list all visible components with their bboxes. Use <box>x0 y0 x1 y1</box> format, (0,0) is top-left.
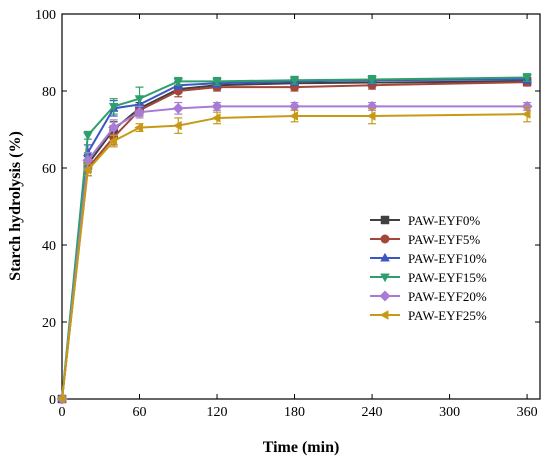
y-tick-label: 40 <box>42 239 56 254</box>
data-point <box>172 120 182 131</box>
x-tick-label: 240 <box>362 405 383 420</box>
legend: PAW-EYF0% PAW-EYF5% PAW-EYF10% PAW-EYF15% PA… <box>370 213 487 323</box>
x-tick-label: 0 <box>59 405 66 420</box>
legend-swatch-marker <box>380 234 390 244</box>
legend-item: PAW-EYF20% <box>370 289 487 304</box>
legend-swatch-marker <box>379 310 389 320</box>
data-point <box>134 95 145 105</box>
data-point <box>366 111 376 121</box>
data-point <box>289 76 300 86</box>
legend-swatch-marker <box>380 252 390 262</box>
data-point <box>133 106 146 118</box>
legend-label: PAW-EYF25% <box>408 308 487 323</box>
data-point <box>173 77 184 87</box>
data-point <box>134 122 143 133</box>
legend-item: PAW-EYF0% <box>370 213 480 228</box>
legend-item: PAW-EYF10% <box>370 251 487 266</box>
legend-item: PAW-EYF15% <box>370 270 487 285</box>
legend-swatch-marker <box>380 273 390 283</box>
x-tick-label: 120 <box>207 405 228 420</box>
legend-swatch-marker <box>379 290 391 302</box>
legend-item: PAW-EYF25% <box>370 308 487 323</box>
data-point <box>56 394 66 404</box>
y-axis-ticks: 0 20 40 60 80 100 <box>35 8 540 408</box>
legend-label: PAW-EYF5% <box>408 232 480 247</box>
plot-frame <box>61 13 541 400</box>
data-point <box>82 165 92 175</box>
data-point <box>289 111 298 121</box>
legend-label: PAW-EYF0% <box>408 213 480 228</box>
x-axis-label: Time (min) <box>263 439 340 456</box>
data-point <box>211 113 221 123</box>
legend-label: PAW-EYF10% <box>408 251 487 266</box>
series-PAW-EYF25% <box>56 105 532 404</box>
series-layer <box>56 73 533 405</box>
legend-label: PAW-EYF20% <box>408 289 487 304</box>
y-tick-label: 100 <box>35 8 56 23</box>
x-tick-label: 360 <box>517 405 538 420</box>
y-tick-label: 60 <box>42 162 56 177</box>
data-point <box>108 122 120 134</box>
legend-item: PAW-EYF5% <box>370 232 480 247</box>
x-tick-label: 300 <box>439 405 460 420</box>
data-point <box>367 76 377 85</box>
x-axis-ticks: 0 60 120 180 240 300 360 <box>59 14 538 420</box>
y-axis-label: Starch hydrolysis (%) <box>7 131 24 281</box>
data-point <box>172 102 184 114</box>
data-point <box>83 131 93 141</box>
y-tick-label: 0 <box>49 393 56 408</box>
data-point <box>212 77 222 87</box>
data-point <box>522 74 532 83</box>
legend-label: PAW-EYF15% <box>408 270 487 285</box>
data-point <box>108 136 118 146</box>
y-tick-label: 20 <box>42 316 56 331</box>
data-point <box>521 109 531 119</box>
legend-swatch-marker <box>380 215 390 225</box>
y-tick-label: 80 <box>42 85 56 100</box>
data-point <box>108 102 119 112</box>
x-tick-label: 180 <box>284 405 305 420</box>
x-tick-label: 60 <box>133 405 147 420</box>
